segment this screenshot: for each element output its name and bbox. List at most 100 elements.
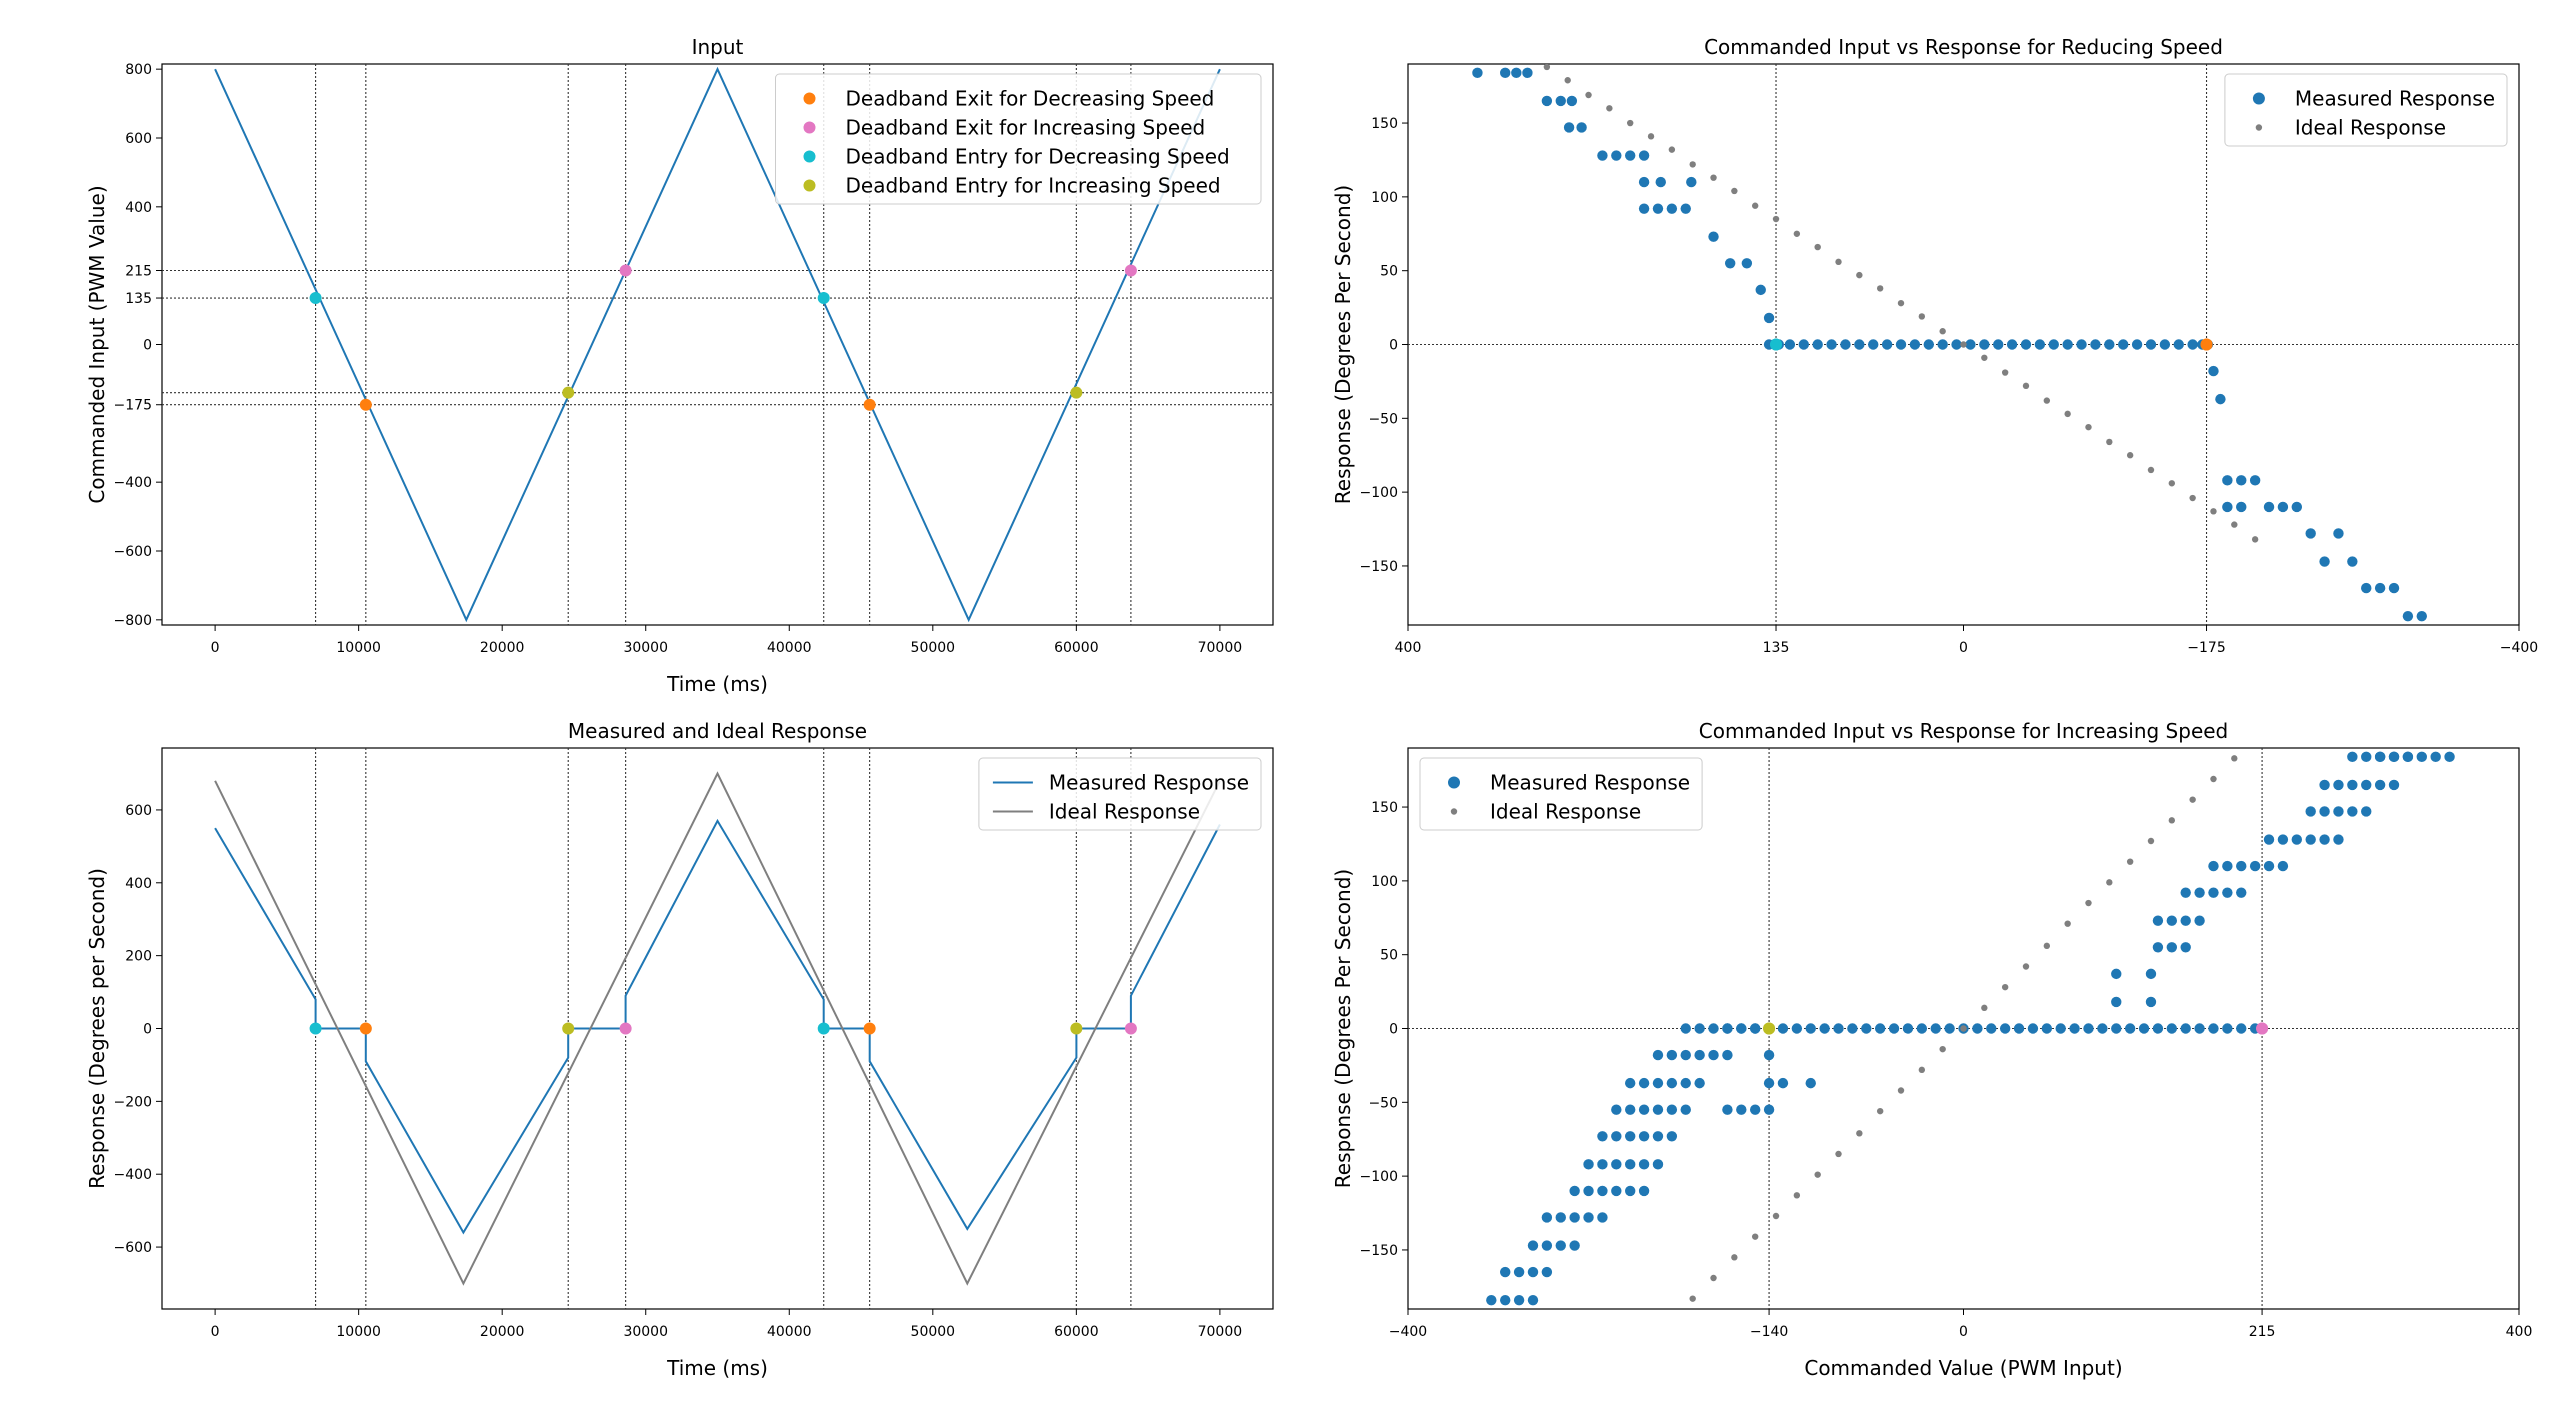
measured-point [1951,339,1962,350]
measured-point [1666,1077,1678,1089]
plot-area [1408,748,2519,1309]
x-tick-label: 40000 [767,1324,812,1340]
measured-point [2222,501,2233,513]
chart-title: Measured and Ideal Response [568,719,867,743]
measured-point [2305,806,2316,817]
measured-point [2236,1023,2247,1034]
ideal-point [1939,328,1946,335]
ideal-point [2064,410,2071,418]
legend-box [978,757,1262,831]
measured-point [1861,1023,1872,1034]
measured-point [1722,1023,1733,1034]
measured-point [2104,339,2115,350]
measured-point [1563,122,1575,133]
measured-point [1652,1159,1664,1170]
measured-point [2131,339,2143,350]
measured-point [2194,887,2205,898]
x-tick-label: 0 [1959,1324,1968,1340]
measured-point [1791,1023,1803,1034]
measured-point [1597,1159,1608,1170]
measured-point [2055,1023,2066,1034]
measured-point [2263,860,2275,872]
measured-point [1625,150,1636,161]
measured-point [1555,1212,1566,1223]
measured-point [2041,1023,2053,1034]
x-tick-label: 400 [1395,640,1422,656]
measured-point [2347,806,2358,817]
x-tick-label: 50000 [911,1324,956,1340]
ideal-point [1689,1295,1696,1302]
measured-point [1694,1023,1705,1034]
deadband-marker [1070,1022,1083,1035]
measured-point [1566,95,1578,107]
y-tick-label: −200 [114,1094,152,1110]
ideal-point [1835,258,1842,266]
measured-point [2145,996,2157,1008]
chart-input: Input Time (ms) Commanded Input (PWM Value… [85,35,1274,696]
ideal-point [1731,187,1738,195]
x-tick-label: 20000 [480,1324,525,1340]
measured-point [1755,284,1766,296]
x-tick-label: 400 [2506,1324,2533,1340]
measured-point [1541,1240,1553,1251]
y-tick-label: −800 [114,613,152,629]
ideal-point [1751,202,1759,209]
ideal-point [2251,536,2259,543]
y-axis-label: Commanded Input (PWM Value) [85,185,109,503]
measured-point [1611,1159,1622,1170]
ideal-point [2022,963,2030,970]
measured-point [1652,1077,1664,1089]
ideal-point [1731,1254,1738,1261]
measured-point [1611,1185,1622,1197]
measured-point [1597,1212,1608,1223]
measured-point [1777,1023,1789,1034]
chart-response: Measured and Ideal Response Time (ms) Resp… [85,719,1274,1380]
measured-point [2263,501,2275,513]
measured-point [1611,150,1622,161]
measured-point [2416,610,2427,622]
deadband-marker [1770,338,1783,351]
measured-point [1916,1023,1928,1034]
measured-point [1625,1185,1636,1197]
measured-point [1680,1104,1691,1115]
measured-point [1909,339,1921,350]
ideal-point [1647,133,1655,140]
deadband-marker [309,1022,322,1035]
measured-point [2388,779,2400,791]
measured-point [2361,582,2372,594]
x-tick-label: 10000 [336,640,381,656]
deadband-marker [619,1022,632,1035]
ideal-point [1918,1066,1926,1074]
measured-point [1694,1049,1705,1061]
legend-label: Deadband Exit for Decreasing Speed [846,87,1215,111]
measured-point [1541,1212,1553,1223]
measured-point [1527,1240,1539,1251]
deadband-marker [1124,264,1137,277]
measured-point [1798,339,1809,350]
measured-point [2111,996,2122,1008]
legend: Deadband Exit for Decreasing Speed Deadba… [775,73,1262,205]
measured-point [1472,67,1483,79]
legend-label: Deadband Entry for Increasing Speed [846,174,1221,198]
y-tick-label: −175 [114,398,152,414]
ideal-point [1793,1192,1801,1199]
measured-point [1722,1104,1733,1115]
measured-point [2090,339,2101,350]
x-tick-label: 0 [211,1324,220,1340]
legend-swatch [803,92,816,105]
deadband-marker [2256,1022,2269,1035]
measured-point [2152,942,2164,953]
measured-point [2166,1023,2178,1034]
measured-point [1511,67,1522,79]
ideal-point [2210,508,2217,515]
y-tick-label: 400 [125,200,152,216]
ideal-point [2168,480,2176,487]
ideal-point [1918,313,1926,320]
measured-point [1986,1023,1997,1034]
ideal-point [2231,521,2238,528]
x-tick-label: 30000 [623,1324,668,1340]
y-tick-label: 135 [125,291,152,307]
series-line-0 [214,818,1221,1235]
y-tick-label: −400 [114,475,152,491]
